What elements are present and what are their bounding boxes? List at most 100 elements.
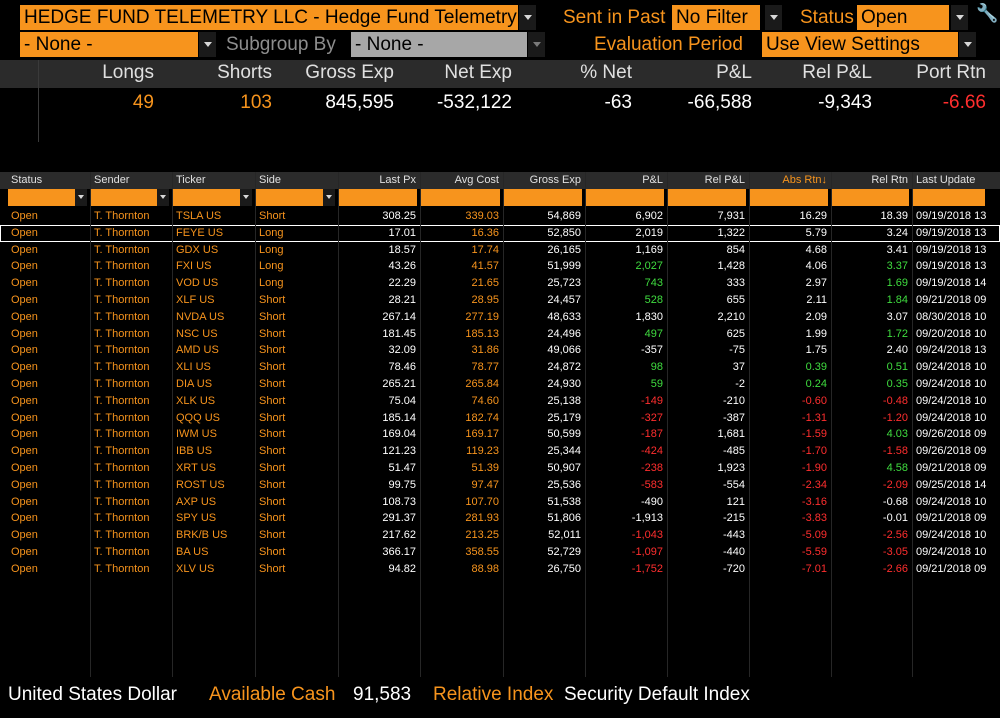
column-header-sender[interactable]: Sender [94,174,130,186]
column-filter-status[interactable] [8,189,89,206]
column-filter-last-update[interactable] [913,189,987,206]
column-filter-last-px[interactable] [339,189,419,206]
chevron-down-icon[interactable] [75,189,87,206]
column-header-last-px[interactable]: Last Px [379,174,416,186]
footer-bar: United States Dollar Available Cash 91,5… [0,680,1000,718]
cell-sender: T. Thornton [94,428,150,441]
cell-side: Long [259,260,284,273]
subgroup-dropdown-icon[interactable] [527,32,545,57]
column-header-rel-rtn[interactable]: Rel Rtn [871,174,908,186]
cell-avg-cost: 277.19 [465,310,499,323]
column-divider [420,172,421,677]
cell-sender: T. Thornton [94,445,150,458]
portfolio-select[interactable]: HEDGE FUND TELEMETRY LLC - Hedge Fund Te… [20,5,518,30]
cell-gross-exp: 54,869 [547,210,581,222]
table-row[interactable]: Open T. Thornton SPY US Short 291.37 281.93 51… [0,510,1000,527]
table-row[interactable]: Open T. Thornton NVDA US Short 267.14 277.19 4… [0,309,1000,326]
column-header-pnl[interactable]: P&L [642,174,663,186]
column-header-gross-exp[interactable]: Gross Exp [529,174,581,186]
table-row[interactable]: Open T. Thornton AXP US Short 108.73 107.70 51… [0,494,1000,511]
sent-in-past-select[interactable]: No Filter [672,5,760,30]
cell-rel-rtn: -0.68 [882,495,908,508]
table-row[interactable]: Open T. Thornton BRK/B US Short 217.62 213.25… [0,527,1000,544]
chevron-down-icon[interactable] [157,189,169,206]
cell-rel-rtn: -1.58 [882,445,908,458]
table-row[interactable]: Open T. Thornton XLF US Short 28.21 28.95 24,4… [0,292,1000,309]
cell-gross-exp: 49,066 [547,344,581,357]
table-row[interactable]: Open T. Thornton BA US Short 366.17 358.55 52,… [0,544,1000,561]
cell-abs-rtn: 0.39 [805,361,827,374]
relative-index-value[interactable]: Security Default Index [564,684,750,705]
summary-gross-exp-value: 845,595 [325,92,394,113]
subgroup-select[interactable]: - None - [351,32,527,57]
column-filter-avg-cost[interactable] [421,189,502,206]
table-row[interactable]: Open T. Thornton QQQ US Short 185.14 182.74 25… [0,410,1000,427]
status-dropdown-icon[interactable] [950,5,968,30]
column-filter-pnl[interactable] [586,189,666,206]
column-filter-sender[interactable] [91,189,171,206]
chevron-down-icon[interactable] [240,189,252,206]
column-header-status[interactable]: Status [11,174,43,186]
cell-last-px: 17.01 [388,226,416,239]
cell-sender: T. Thornton [94,462,150,474]
cell-sender: T. Thornton [94,294,150,306]
cell-rel-pnl: -215 [722,512,745,525]
cell-abs-rtn: 16.29 [799,210,827,222]
table-row[interactable]: Open T. Thornton XRT US Short 51.47 51.39 50,9… [0,460,1000,477]
cell-side: Long [259,243,284,256]
cell-last-px: 308.25 [382,210,416,222]
table-row[interactable]: Open T. Thornton IWM US Short 169.04 169.17 50… [0,426,1000,443]
column-header-ticker[interactable]: Ticker [176,174,206,186]
cell-last-update: 09/24/2018 10: [916,411,987,424]
summary-rel-pnl-value: -9,343 [818,92,872,113]
column-header-abs-rtn[interactable]: Abs Rtn↓ [782,174,827,186]
cell-ticker: XRT US [176,462,216,474]
chevron-down-icon[interactable] [323,189,335,206]
table-row[interactable]: Open T. Thornton FXI US Long 43.26 41.57 51,99… [0,258,1000,275]
wrench-icon[interactable]: 🔧 [976,3,999,23]
table-row[interactable]: Open T. Thornton IBB US Short 121.23 119.23 25… [0,443,1000,460]
column-filter-gross-exp[interactable] [504,189,584,206]
column-filter-abs-rtn[interactable] [750,189,830,206]
column-filter-rel-pnl[interactable] [668,189,748,206]
column-filter-side[interactable] [256,189,337,206]
column-filter-ticker[interactable] [173,189,254,206]
evaluation-period-select[interactable]: Use View Settings [762,32,958,57]
column-divider [749,172,750,677]
cell-gross-exp: 50,907 [547,462,581,474]
sent-in-past-dropdown-icon[interactable] [764,5,782,30]
cell-abs-rtn: -3.16 [801,495,827,508]
summary-pct-net: % Net -63 [518,60,638,142]
table-row[interactable]: Open T. Thornton ROST US Short 99.75 97.47 25,… [0,477,1000,494]
cell-ticker: XLV US [176,562,215,575]
portfolio-dropdown-icon[interactable] [518,5,536,30]
table-row[interactable]: Open T. Thornton FEYE US Long 17.01 16.36 52,8… [0,224,1000,242]
column-header-rel-pnl[interactable]: Rel P&L [704,174,745,186]
cell-rel-rtn: -2.56 [882,529,908,542]
summary-rel-pnl: Rel P&L -9,343 [758,60,878,142]
table-row[interactable]: Open T. Thornton GDX US Long 18.57 17.74 26,16… [0,242,1000,259]
table-row[interactable]: Open T. Thornton DIA US Short 265.21 265.84 24… [0,376,1000,393]
column-header-last-update[interactable]: Last Update [916,174,976,186]
cell-gross-exp: 26,750 [547,562,581,575]
status-select[interactable]: Open [857,5,949,30]
table-row[interactable]: Open T. Thornton XLK US Short 75.04 74.60 25,1… [0,393,1000,410]
column-header-side[interactable]: Side [259,174,282,186]
table-row[interactable]: Open T. Thornton XLI US Short 78.46 78.77 24,8… [0,359,1000,376]
column-filter-rel-rtn[interactable] [832,189,911,206]
cell-rel-rtn: 4.03 [886,428,908,441]
table-row[interactable]: Open T. Thornton TSLA US Short 308.25 339.03 5… [0,208,1000,225]
evaluation-period-dropdown-icon[interactable] [958,32,976,57]
cell-gross-exp: 24,496 [547,327,581,340]
table-row[interactable]: Open T. Thornton NSC US Short 181.45 185.13 24… [0,326,1000,343]
cell-rel-pnl: 121 [726,495,745,508]
cell-status: Open [11,512,38,525]
table-row[interactable]: Open T. Thornton XLV US Short 94.82 88.98 26,7… [0,561,1000,578]
table-row[interactable]: Open T. Thornton VOD US Long 22.29 21.65 25,72… [0,275,1000,292]
status-label: Status [800,7,854,28]
group-select[interactable]: - None - [20,32,198,57]
column-header-avg-cost[interactable]: Avg Cost [454,174,499,186]
table-row[interactable]: Open T. Thornton AMD US Short 32.09 31.86 49,0… [0,342,1000,359]
available-cash-value: 91,583 [353,684,412,705]
group-dropdown-icon[interactable] [198,32,216,57]
